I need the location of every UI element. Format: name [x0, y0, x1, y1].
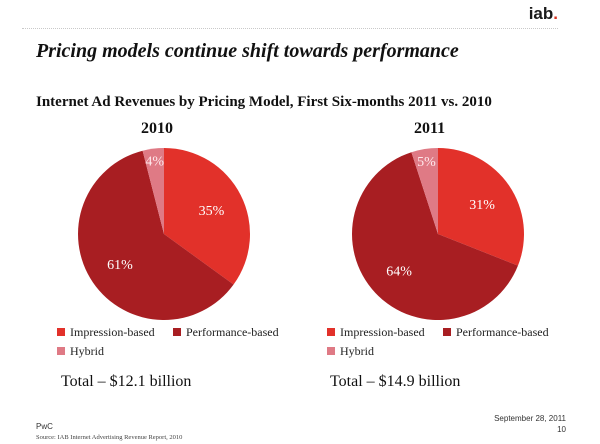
chart-title-2011: 2011 [414, 120, 446, 137]
iab-logo: iab. [529, 4, 558, 24]
logo-text: iab [528, 4, 554, 23]
slice-impression [164, 148, 251, 285]
legend-item-performance: Performance-based [443, 324, 549, 341]
label-performance: 61% [107, 258, 133, 273]
slice-impression [438, 148, 524, 266]
footer-company: PwC [36, 422, 53, 431]
legend-item-performance: Performance-based [173, 324, 279, 341]
legend-swatch-performance [443, 328, 451, 336]
legend-item-hybrid: Hybrid [327, 343, 374, 360]
legend-2010: Impression-based Performance-based Hybri… [57, 324, 317, 364]
pie-chart-2011: 31% 64% 5% [351, 148, 524, 320]
slice-performance [78, 150, 234, 320]
label-performance: 64% [386, 265, 412, 280]
pie-chart-2010: 35% 61% 4% [78, 148, 251, 320]
slide-title: Pricing models continue shift towards pe… [36, 40, 459, 62]
label-impression: 35% [199, 204, 225, 219]
legend-item-impression: Impression-based [327, 324, 425, 341]
legend-swatch-impression [57, 328, 65, 336]
legend-2011: Impression-based Performance-based Hybri… [327, 324, 587, 364]
footer-source: Source: IAB Internet Advertising Revenue… [36, 434, 183, 441]
chart-title-2010: 2010 [141, 120, 173, 137]
legend-item-impression: Impression-based [57, 324, 155, 341]
footer-date: September 28, 2011 [494, 414, 566, 423]
legend-item-hybrid: Hybrid [57, 343, 104, 360]
logo-dot: . [553, 4, 558, 23]
label-hybrid: 4% [145, 155, 164, 170]
page-number: 10 [557, 425, 566, 434]
legend-label-impression: Impression-based [70, 325, 155, 339]
total-2010: Total – $12.1 billion [61, 373, 192, 390]
legend-swatch-hybrid [327, 347, 335, 355]
slice-hybrid [142, 148, 164, 234]
footer-right: September 28, 2011 10 [494, 413, 566, 435]
total-2011: Total – $14.9 billion [330, 373, 461, 390]
legend-label-hybrid: Hybrid [340, 344, 374, 358]
legend-swatch-hybrid [57, 347, 65, 355]
legend-label-performance: Performance-based [456, 325, 549, 339]
label-hybrid: 5% [417, 155, 436, 170]
legend-label-performance: Performance-based [186, 325, 279, 339]
header-divider [22, 28, 558, 29]
slice-performance [351, 152, 518, 320]
label-impression: 31% [469, 198, 495, 213]
legend-label-hybrid: Hybrid [70, 344, 104, 358]
slide-subtitle: Internet Ad Revenues by Pricing Model, F… [36, 94, 492, 110]
legend-swatch-impression [327, 328, 335, 336]
slice-hybrid [411, 148, 438, 234]
legend-label-impression: Impression-based [340, 325, 425, 339]
legend-swatch-performance [173, 328, 181, 336]
